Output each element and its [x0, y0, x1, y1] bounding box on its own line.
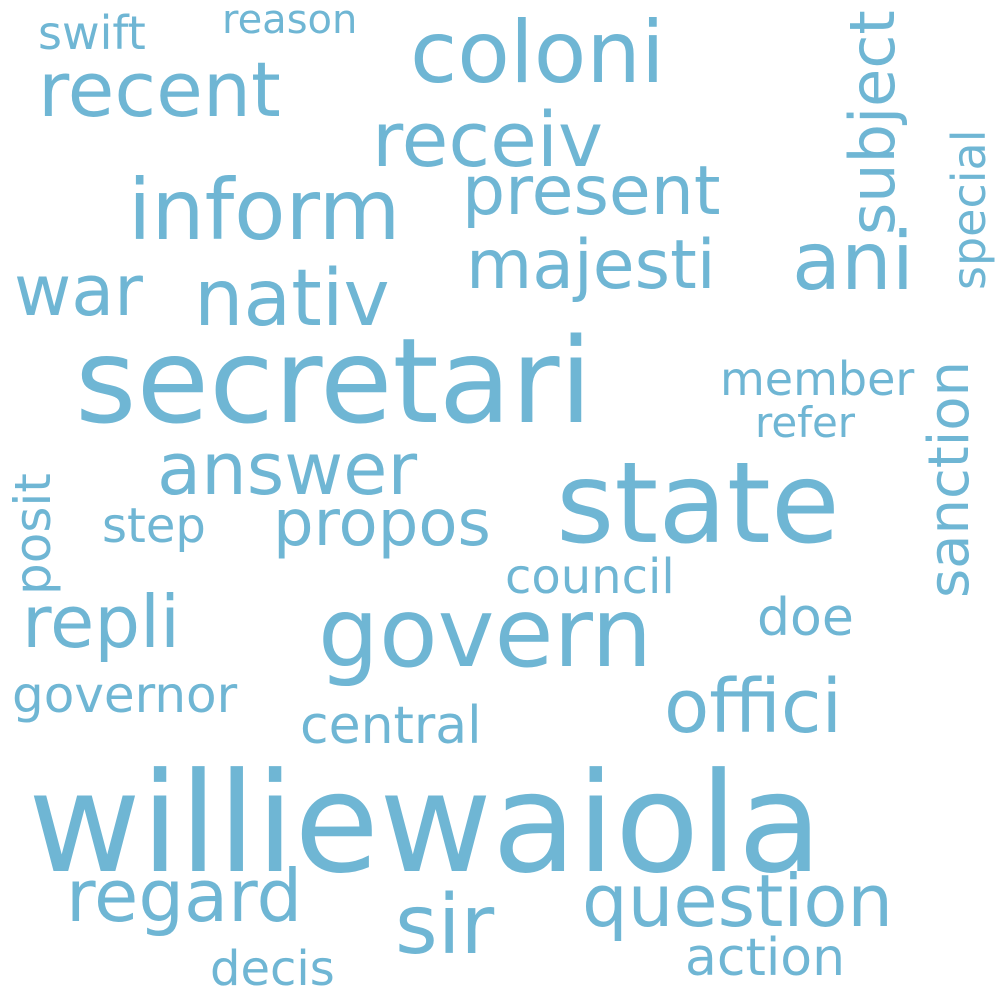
- word-war: war: [14, 250, 143, 332]
- word-step: step: [102, 498, 206, 554]
- word-refer: refer: [755, 398, 856, 447]
- word-sir: sir: [395, 878, 495, 973]
- word-state: state: [556, 439, 840, 569]
- word-swift: swift: [38, 6, 146, 60]
- word-answer: answer: [157, 427, 418, 511]
- word-offici: offici: [664, 664, 843, 750]
- word-nativ: nativ: [194, 254, 390, 344]
- word-regard: regard: [66, 854, 303, 938]
- word-williewaiola: williewaiola: [28, 743, 823, 904]
- word-central: central: [300, 696, 482, 756]
- word-governor: governor: [12, 666, 238, 724]
- word-sanction: special: [942, 129, 996, 290]
- word-receiv: receiv: [372, 95, 603, 184]
- word-inform: inform: [128, 161, 401, 259]
- word-special: posit: [4, 473, 62, 595]
- word-majesti: majesti: [466, 226, 716, 305]
- word-ani: ani: [792, 215, 914, 308]
- word-repli: repli: [22, 580, 181, 664]
- word-recent: recent: [38, 45, 281, 134]
- word-question: question: [582, 859, 894, 943]
- word-action: action: [685, 928, 846, 988]
- word-govern: govern: [318, 577, 653, 689]
- word-reason: reason: [222, 0, 358, 43]
- word-coloni: coloni: [410, 3, 665, 103]
- word-subject: sanction: [917, 360, 982, 598]
- word-member: member: [720, 352, 915, 406]
- word-present: present: [462, 152, 721, 231]
- word-propos: propos: [273, 487, 491, 561]
- word-secretari: secretari: [75, 312, 593, 450]
- word-decis: decis: [210, 941, 335, 997]
- word-council: council: [505, 549, 675, 605]
- word-posit: subject: [836, 10, 909, 235]
- word-doe: doe: [757, 588, 854, 648]
